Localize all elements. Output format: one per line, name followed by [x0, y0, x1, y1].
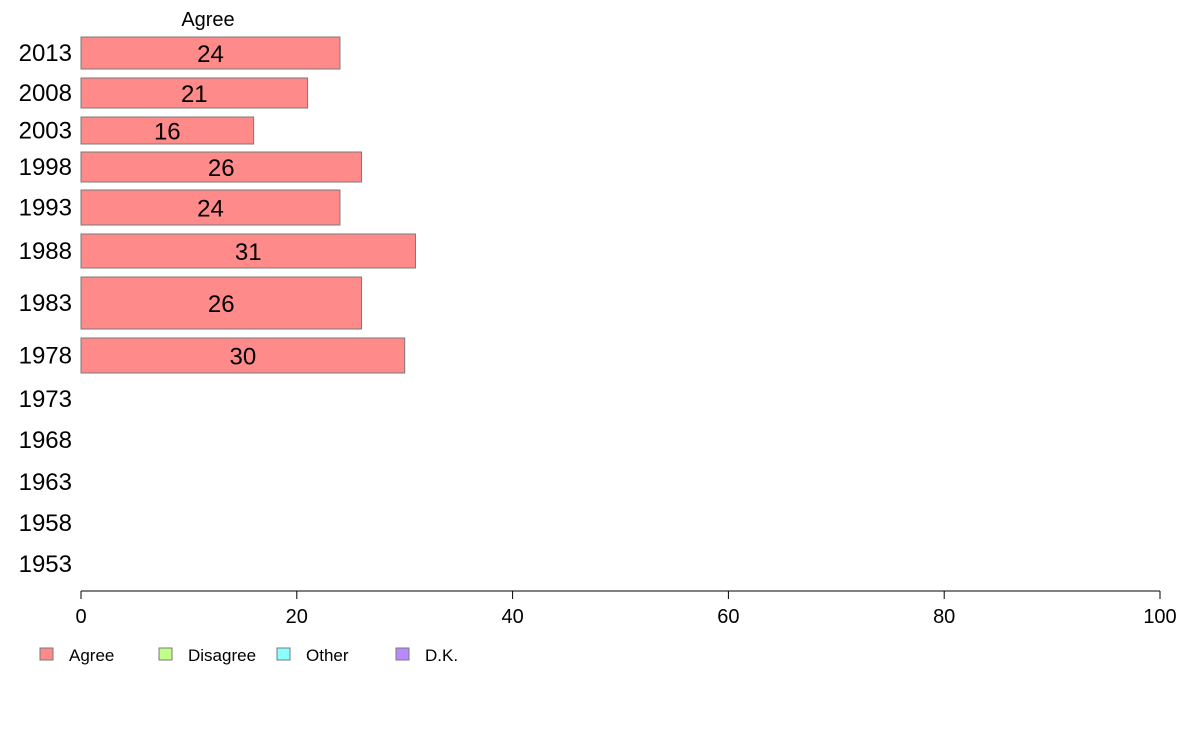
x-tick-label-100: 100	[1143, 606, 1176, 628]
legend-swatch-dk	[395, 647, 410, 661]
category-label-2008: 2008	[19, 80, 72, 107]
legend-swatch-agree	[39, 647, 54, 661]
category-label-1958: 1958	[19, 510, 72, 537]
bar-agree-2008	[80, 77, 309, 109]
x-tick-label-20: 20	[286, 606, 308, 628]
category-label-2003: 2003	[19, 118, 72, 145]
bar-value-label-1978: 30	[229, 344, 256, 371]
category-label-1963: 1963	[19, 469, 72, 496]
legend-label-disagree: Disagree	[188, 646, 256, 665]
category-label-1998: 1998	[19, 154, 72, 181]
bar-agree-1983	[80, 276, 363, 330]
x-tick-label-40: 40	[501, 606, 523, 628]
x-tick-label-80: 80	[933, 606, 955, 628]
bar-agree-1998	[80, 151, 363, 183]
category-label-1983: 1983	[19, 290, 72, 317]
legend-swatch-other	[276, 647, 291, 661]
category-label-1988: 1988	[19, 238, 72, 265]
category-labels: 2013 2008 2003 1998 1993 1988 1983 1978 1973 1968…	[19, 40, 72, 578]
legend: Agree Disagree Other D.K.	[39, 646, 458, 665]
bar-agree-2013	[80, 36, 341, 70]
category-label-1993: 1993	[19, 195, 72, 222]
bar-value-label-1998: 26	[208, 155, 235, 182]
category-label-1973: 1973	[19, 386, 72, 413]
bars	[80, 36, 416, 374]
category-label-2013: 2013	[19, 40, 72, 67]
bar-value-label-2008: 21	[181, 81, 208, 108]
legend-swatch-disagree	[158, 647, 173, 661]
category-label-1968: 1968	[19, 427, 72, 454]
legend-label-other: Other	[306, 646, 349, 665]
x-axis: 0 20 40 60 80 100	[75, 590, 1177, 628]
category-label-1953: 1953	[19, 551, 72, 578]
legend-label-agree: Agree	[69, 646, 114, 665]
bar-agree-1978	[80, 337, 406, 374]
bar-agree-1993	[80, 189, 341, 226]
bar-agree-2003	[80, 116, 255, 145]
x-tick-label-60: 60	[717, 606, 739, 628]
bar-value-label-1993: 24	[197, 196, 224, 223]
legend-label-dk: D.K.	[425, 646, 458, 665]
x-tick-label-0: 0	[75, 606, 86, 628]
column-header-agree: Agree	[181, 9, 234, 31]
bar-value-label-1988: 31	[235, 239, 262, 266]
bar-agree-1988	[80, 233, 416, 269]
bar-value-label-1983: 26	[208, 291, 235, 318]
bar-value-label-2003: 16	[154, 119, 181, 146]
bar-value-label-2013: 24	[197, 41, 224, 68]
category-label-1978: 1978	[19, 343, 72, 370]
